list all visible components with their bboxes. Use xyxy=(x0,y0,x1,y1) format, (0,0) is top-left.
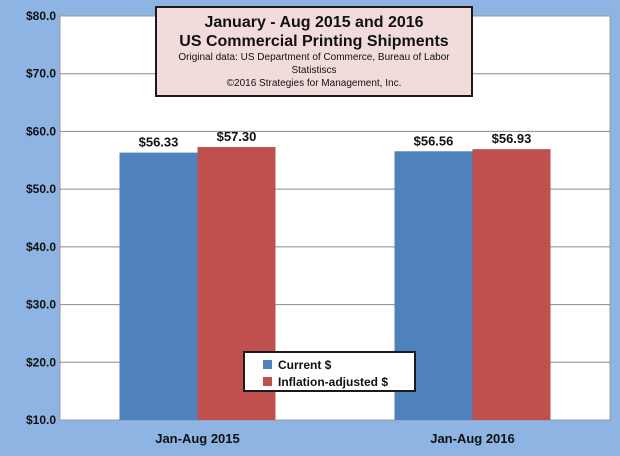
data-label: $56.56 xyxy=(414,133,454,148)
y-tick-label: $10.0 xyxy=(26,413,56,427)
y-axis-tick-labels: $10.0 $20.0 $30.0 $40.0 $50.0 $60.0 $70.0 $80.0 xyxy=(26,9,56,427)
chart-title-box: January - Aug 2015 and 2016 US Commercia… xyxy=(155,6,473,97)
y-tick-label: $80.0 xyxy=(26,9,56,23)
y-tick-label: $60.0 xyxy=(26,124,56,138)
x-axis-category-labels: Jan-Aug 2015 Jan-Aug 2016 xyxy=(155,431,515,446)
copyright-note: ©2016 Strategies for Management, Inc. xyxy=(226,78,402,89)
data-labels: $56.33 $57.30 $56.56 $56.93 xyxy=(139,129,532,150)
bar-inflation-adjusted xyxy=(472,149,551,420)
data-label: $56.93 xyxy=(492,131,532,146)
legend-swatch-inflation-adjusted xyxy=(263,377,272,386)
data-label: $57.30 xyxy=(217,129,257,144)
legend-label-current: Current $ xyxy=(278,357,332,372)
legend-label-inflation-adjusted: Inflation-adjusted $ xyxy=(278,374,389,389)
y-tick-label: $40.0 xyxy=(26,240,56,254)
data-label: $56.33 xyxy=(139,135,179,150)
y-tick-label: $50.0 xyxy=(26,182,56,196)
chart-subtitle: US Commercial Printing Shipments xyxy=(179,33,449,50)
legend-swatch-current xyxy=(263,360,272,369)
legend-item-inflation-adjusted: Inflation-adjusted $ xyxy=(263,373,414,390)
y-tick-label: $70.0 xyxy=(26,67,56,81)
y-tick-label: $20.0 xyxy=(26,355,56,369)
bar-current xyxy=(119,152,198,420)
x-category-label: Jan-Aug 2016 xyxy=(430,431,515,446)
source-note: Original data: US Department of Commerce… xyxy=(178,52,450,76)
legend: Current $ Inflation-adjusted $ xyxy=(243,351,416,392)
chart-title: January - Aug 2015 and 2016 xyxy=(204,14,424,31)
y-tick-label: $30.0 xyxy=(26,298,56,312)
x-category-label: Jan-Aug 2015 xyxy=(155,431,240,446)
legend-item-current: Current $ xyxy=(263,356,414,373)
